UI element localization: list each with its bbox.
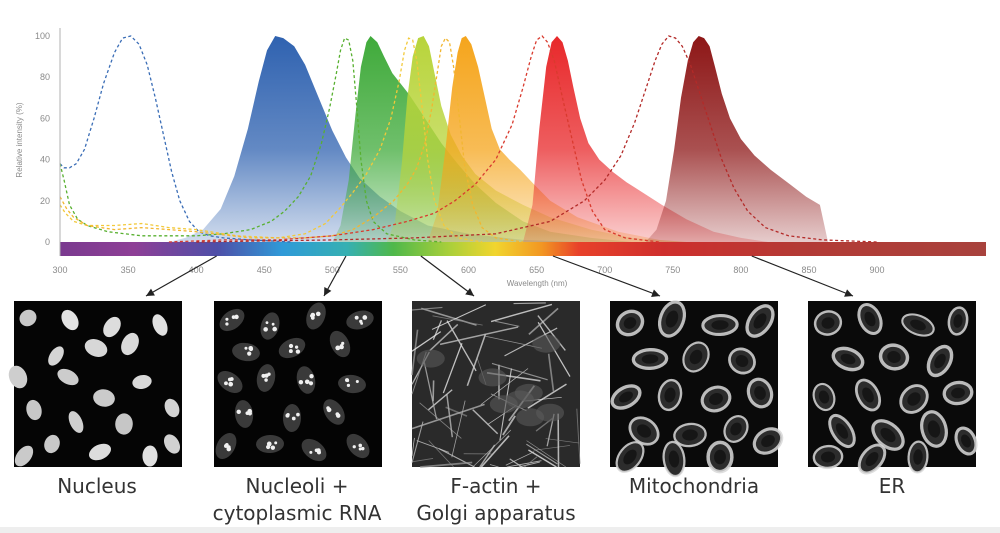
x-tick-400: 400 (189, 265, 204, 275)
y-tick-60: 60 (40, 113, 50, 123)
panel-image-mitochondria (610, 300, 784, 478)
y-tick-0: 0 (45, 237, 50, 247)
panel-label-factin-line1: F-actin + (450, 474, 541, 498)
x-axis-title: Wavelength (nm) (507, 279, 568, 288)
panel-image-er (808, 301, 978, 475)
x-tick-550: 550 (393, 265, 408, 275)
panel-arrow-3 (552, 255, 661, 297)
panel-arrow-0 (145, 255, 217, 297)
panel-arrows (145, 255, 854, 297)
x-tick-450: 450 (257, 265, 272, 275)
panel-image-factin (411, 301, 581, 468)
x-tick-700: 700 (597, 265, 612, 275)
panel-arrow-4 (751, 255, 854, 297)
y-tick-80: 80 (40, 72, 50, 82)
panel-image-nucleus (8, 301, 182, 467)
x-tick-900: 900 (870, 265, 885, 275)
bottom-edge-strip (0, 527, 1000, 533)
panel-label-nucleoli-line1: Nucleoli + (246, 474, 349, 498)
panel-image-nucleoli (214, 301, 382, 467)
emission-area-1 (168, 36, 578, 242)
panel-arrowhead-2 (465, 287, 474, 296)
spectrum-color-band (60, 242, 986, 256)
x-tick-300: 300 (52, 265, 67, 275)
excitation-line-10 (196, 35, 878, 243)
panel-label-mitochondria: Mitochondria (629, 474, 759, 498)
excitation-line-2 (59, 37, 442, 243)
y-tick-40: 40 (40, 155, 50, 165)
panel-arrowhead-4 (844, 289, 853, 297)
x-tick-650: 650 (529, 265, 544, 275)
x-tick-600: 600 (461, 265, 476, 275)
emission-area-11 (645, 36, 828, 242)
panel-arrow-2 (420, 255, 475, 297)
panel-arrowhead-0 (146, 288, 155, 296)
x-tick-labels: 300 350 400 450 500 550 600 650 700 750 800 850 900 (52, 265, 884, 275)
x-tick-750: 750 (665, 265, 680, 275)
panel-arrowhead-3 (651, 289, 660, 297)
emission-area-7 (427, 36, 687, 242)
panel-label-nucleus: Nucleus (57, 474, 137, 498)
panel-label-er: ER (879, 474, 906, 498)
x-tick-350: 350 (121, 265, 136, 275)
y-axis-title: Relative intensity (%) (15, 102, 24, 177)
emission-curves (168, 36, 828, 242)
panel-label-nucleoli-line2: cytoplasmic RNA (213, 501, 382, 525)
x-tick-850: 850 (801, 265, 816, 275)
x-tick-500: 500 (325, 265, 340, 275)
excitation-line-6 (59, 37, 524, 243)
spectrum-band-rect (60, 242, 986, 256)
excitation-curves (59, 35, 878, 243)
y-tick-100: 100 (35, 31, 50, 41)
y-tick-20: 20 (40, 196, 50, 206)
panel-label-factin-line2: Golgi apparatus (416, 501, 575, 525)
panel-arrowhead-1 (324, 287, 332, 296)
y-tick-labels: 0 20 40 60 80 100 (35, 31, 50, 247)
excitation-line-8 (168, 35, 660, 243)
x-tick-800: 800 (733, 265, 748, 275)
emission-area-9 (523, 36, 769, 242)
